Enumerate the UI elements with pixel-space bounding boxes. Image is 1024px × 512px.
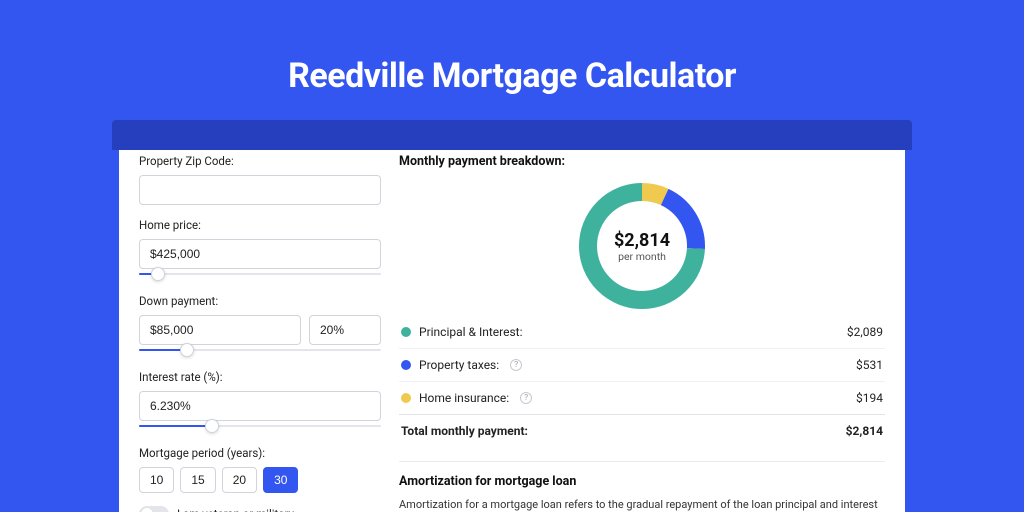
- zip-group: Property Zip Code:: [139, 154, 381, 205]
- interest-slider[interactable]: [139, 419, 381, 433]
- breakdown-total-row: Total monthly payment: $2,814: [399, 414, 885, 447]
- zip-input[interactable]: [139, 175, 381, 205]
- zip-label: Property Zip Code:: [139, 154, 381, 168]
- interest-input[interactable]: [139, 391, 381, 421]
- breakdown-label: Property taxes:: [419, 358, 499, 372]
- donut-wrap: $2,814 per month: [399, 173, 885, 315]
- home-price-group: Home price:: [139, 218, 381, 281]
- panel-shadow: [112, 120, 912, 150]
- donut-center-sub: per month: [618, 250, 666, 263]
- interest-group: Interest rate (%):: [139, 370, 381, 433]
- veteran-label: I am veteran or military: [177, 507, 294, 512]
- page-title: Reedville Mortgage Calculator: [0, 0, 1024, 120]
- breakdown-row: Principal & Interest: $2,089: [399, 315, 885, 348]
- home-price-label: Home price:: [139, 218, 381, 232]
- breakdown-heading: Monthly payment breakdown:: [399, 154, 885, 169]
- breakdown-row: Home insurance:? $194: [399, 381, 885, 414]
- breakdown-row: Property taxes:? $531: [399, 348, 885, 381]
- home-price-slider[interactable]: [139, 267, 381, 281]
- period-option-10[interactable]: 10: [139, 467, 174, 493]
- down-payment-label: Down payment:: [139, 294, 381, 308]
- veteran-toggle-knob: [141, 508, 153, 512]
- amortization-section: Amortization for mortgage loan Amortizat…: [399, 461, 885, 512]
- breakdown-value: $531: [856, 358, 883, 372]
- down-payment-slider[interactable]: [139, 343, 381, 357]
- interest-slider-thumb[interactable]: [205, 419, 219, 433]
- period-option-15[interactable]: 15: [180, 467, 215, 493]
- donut-chart: $2,814 per month: [579, 183, 705, 309]
- amortization-body: Amortization for a mortgage loan refers …: [399, 497, 885, 512]
- down-payment-input[interactable]: [139, 315, 301, 345]
- breakdown-value: $194: [856, 391, 883, 405]
- breakdown-value: $2,089: [847, 325, 883, 339]
- breakdown-total-value: $2,814: [846, 424, 883, 438]
- breakdown-rows: Principal & Interest: $2,089 Property taxe…: [399, 315, 885, 447]
- period-label: Mortgage period (years):: [139, 446, 381, 460]
- form-column: Property Zip Code: Home price: Down paym…: [139, 154, 381, 512]
- help-icon[interactable]: ?: [510, 359, 522, 371]
- period-segmented: 1015 2030: [139, 467, 381, 493]
- donut-center-value: $2,814: [614, 230, 670, 251]
- legend-dot: [401, 393, 411, 403]
- period-option-20[interactable]: 20: [222, 467, 257, 493]
- breakdown-label: Principal & Interest:: [419, 325, 523, 339]
- breakdown-label: Home insurance:: [419, 391, 509, 405]
- help-icon[interactable]: ?: [520, 392, 532, 404]
- breakdown-total-label: Total monthly payment:: [401, 424, 528, 438]
- breakdown-column: Monthly payment breakdown: $2,814 per mo…: [399, 154, 885, 512]
- legend-dot: [401, 327, 411, 337]
- legend-dot: [401, 360, 411, 370]
- calculator-panel: Property Zip Code: Home price: Down paym…: [119, 136, 905, 512]
- amortization-heading: Amortization for mortgage loan: [399, 474, 885, 489]
- home-price-input[interactable]: [139, 239, 381, 269]
- period-group: Mortgage period (years): 1015 2030: [139, 446, 381, 493]
- home-price-slider-thumb[interactable]: [151, 267, 165, 281]
- down-payment-group: Down payment:: [139, 294, 381, 357]
- veteran-row: I am veteran or military: [139, 506, 381, 512]
- interest-label: Interest rate (%):: [139, 370, 381, 384]
- down-payment-slider-thumb[interactable]: [180, 343, 194, 357]
- down-payment-pct-input[interactable]: [309, 315, 381, 345]
- veteran-toggle[interactable]: [139, 506, 169, 512]
- period-option-30[interactable]: 30: [263, 467, 298, 493]
